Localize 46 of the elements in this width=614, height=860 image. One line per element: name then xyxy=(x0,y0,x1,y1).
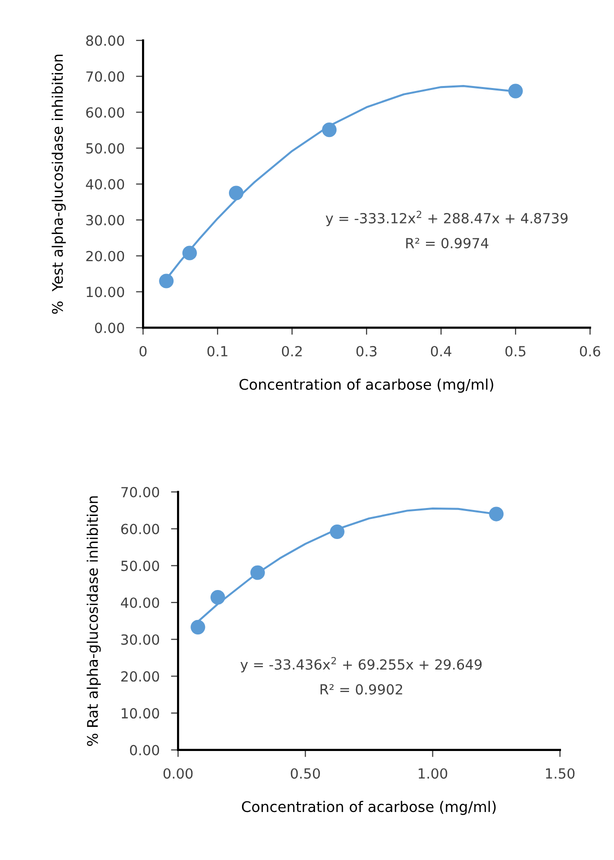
annotation: R² = 0.9902 xyxy=(320,684,402,695)
y-tick-label: 20.00 xyxy=(86,250,124,262)
x-tick-label: 1.50 xyxy=(546,768,575,779)
x-axis-title: Concentration of acarbose (mg/ml) xyxy=(242,800,496,815)
x-tick-label: 0.50 xyxy=(290,768,320,779)
x-tick-label: 0.6 xyxy=(580,346,600,356)
point xyxy=(322,122,337,138)
x-axis-title: Concentration of acarbose (mg/ml) xyxy=(239,378,494,393)
x-tick-label: 0.5 xyxy=(505,346,526,356)
point xyxy=(228,186,244,200)
y-tick-label: 50.00 xyxy=(121,560,160,572)
y-tick-label: 10.00 xyxy=(122,708,160,719)
annotation: R² = 0.9974 xyxy=(406,238,488,248)
x-tick-label: 1.00 xyxy=(418,768,448,779)
point xyxy=(182,246,197,260)
point xyxy=(210,590,226,605)
x-tick-label: 0.1 xyxy=(207,346,228,356)
point xyxy=(508,84,523,98)
y-tick-label: 30.00 xyxy=(86,214,124,226)
y-tick-label: 80.00 xyxy=(86,35,124,46)
point xyxy=(250,565,265,580)
y-tick-label: 70.00 xyxy=(121,486,160,498)
x-tick-label: 0.3 xyxy=(356,346,376,356)
point xyxy=(330,524,344,540)
x-tick-label: 0 xyxy=(140,346,147,356)
y-tick-label: 0.00 xyxy=(95,322,124,334)
y-axis-title: % Yest alpha-glucosidase inhibition xyxy=(52,54,66,314)
y-tick-label: 10.00 xyxy=(86,286,124,298)
y-tick-label: 40.00 xyxy=(86,179,124,190)
y-tick-label: 30.00 xyxy=(121,634,160,645)
x-tick-label: 0.2 xyxy=(282,346,302,356)
x-tick-label: 0.00 xyxy=(164,768,193,779)
y-tick-label: 70.00 xyxy=(86,71,124,82)
x-tick-label: 0.4 xyxy=(430,346,452,356)
y-tick-label: 0.00 xyxy=(130,744,160,756)
y-tick-label: 60.00 xyxy=(86,107,124,118)
point xyxy=(489,506,504,522)
annotation: y = -333.12x$^{2}$ + 288.47x + 4.8739 xyxy=(326,210,568,226)
annotation: y = -33.436x$^{2}$ + 69.255x + 29.649 xyxy=(240,657,482,672)
point xyxy=(159,274,174,288)
y-tick-label: 40.00 xyxy=(120,597,160,608)
y-axis-title: % Rat alpha-glucosidase inhibition xyxy=(86,496,101,746)
point xyxy=(190,620,206,634)
y-tick-label: 50.00 xyxy=(86,143,124,154)
y-tick-label: 60.00 xyxy=(121,524,160,534)
y-tick-label: 20.00 xyxy=(121,671,160,682)
